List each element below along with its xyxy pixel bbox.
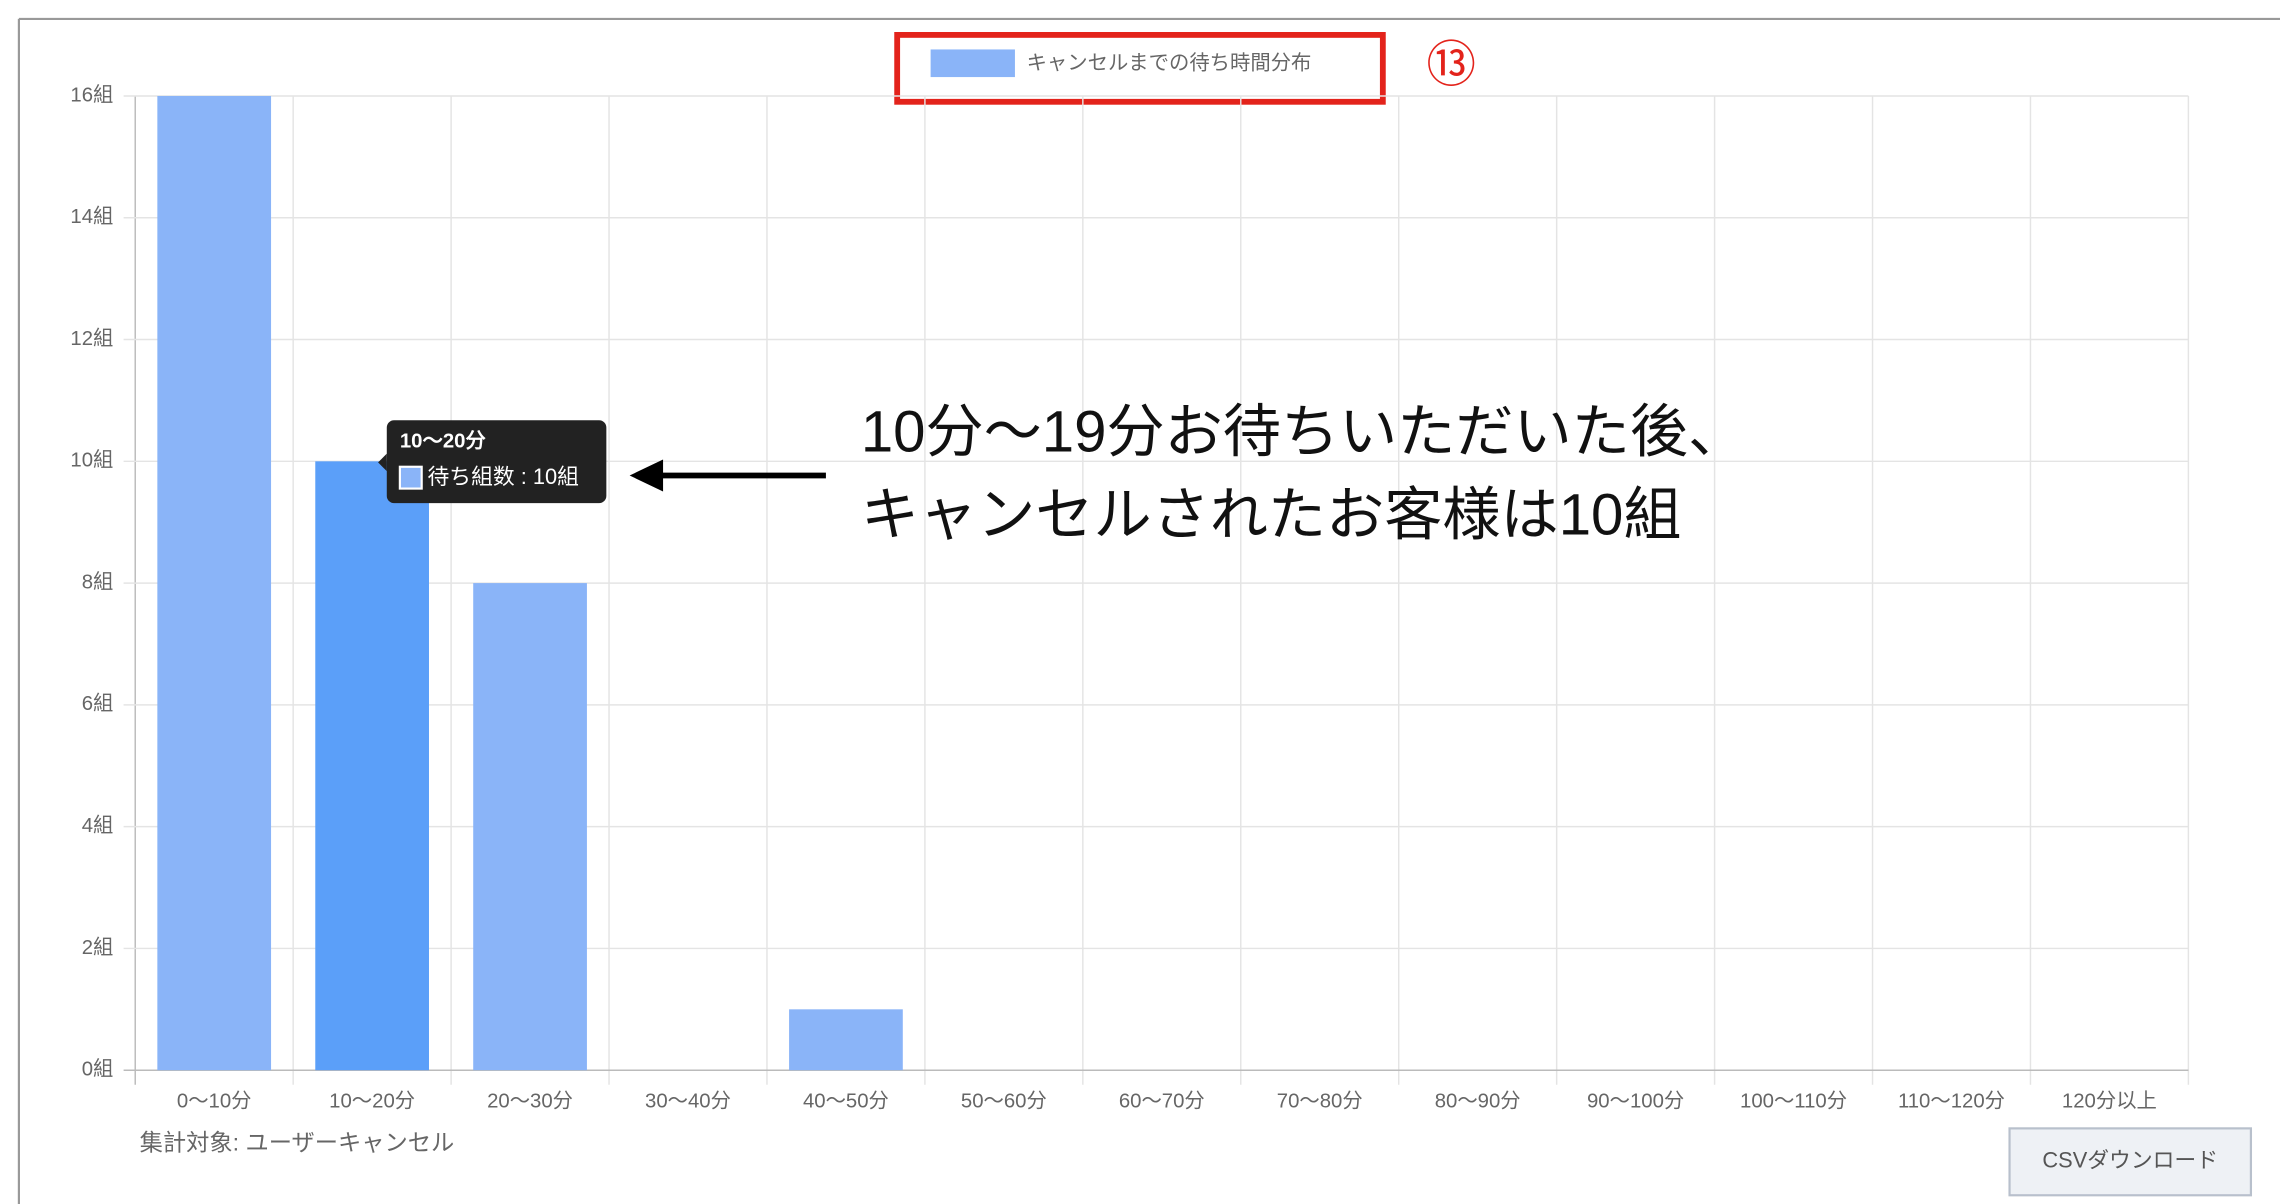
x-tick-label: 50〜60分 [961,1090,1047,1113]
legend-swatch [930,49,1015,78]
tooltip-body: 待ち組数 : 10組 [428,464,579,489]
x-tick-label: 100〜110分 [1740,1090,1847,1113]
csv-button-label[interactable]: CSVダウンロード [2042,1148,2218,1173]
annotation-line: 10分〜19分お待ちいただいた後、 [861,400,1746,465]
x-tick-label: 60〜70分 [1119,1090,1205,1113]
y-tick-label: 2組 [82,936,114,959]
tooltip: 10〜20分 待ち組数 : 10組 [378,420,607,504]
x-tick-label: 40〜50分 [803,1090,889,1113]
tooltip-box [386,420,607,504]
y-tick-label: 16組 [70,83,113,106]
x-tick-label: 110〜120分 [1898,1090,2005,1113]
x-tick-label: 70〜80分 [1277,1090,1363,1113]
x-tick-label: 0〜10分 [177,1090,252,1113]
legend-label: キャンセルまでの待ち時間分布 [1027,51,1312,74]
tooltip-title: 10〜20分 [400,429,487,452]
bar [473,583,587,1071]
bar [789,1009,903,1071]
legend-highlight-box [894,32,1386,105]
csv-button-bg[interactable] [2008,1127,2253,1197]
tooltip-swatch [398,465,423,490]
x-tick-label: 20〜30分 [487,1090,573,1113]
y-tick-label: 10組 [70,449,113,472]
y-tick-label: 12組 [70,327,113,350]
x-tick-label: 90〜100分 [1587,1090,1684,1113]
y-tick-label: 6組 [82,692,114,715]
x-tick-label: 30〜40分 [645,1090,731,1113]
annotation-line: キャンセルされたお客様は10組 [861,482,1682,547]
x-tick-label: 80〜90分 [1435,1090,1521,1113]
bar [157,95,272,1071]
csv-button[interactable]: CSVダウンロード [2008,1127,2253,1197]
x-tick-label: 10〜20分 [329,1090,415,1113]
footnote: 集計対象: ユーザーキャンセル [140,1130,455,1156]
x-tick-label: 120分以上 [2062,1090,2157,1113]
annotation-arrowhead [629,459,664,492]
y-tick-label: 8組 [82,570,114,593]
bar [315,461,429,1071]
legend-marker: ⑬ [1426,37,1475,92]
y-tick-label: 14組 [70,205,113,228]
tooltip-caret [378,453,387,472]
plot: 0組 2組 4組 6組 8組 10組 12組 14組 16組 0〜10分 10〜20分 20〜30分 3… [70,83,2190,1113]
y-tick-label: 4組 [82,814,114,837]
y-tick-label: 0組 [82,1058,114,1081]
